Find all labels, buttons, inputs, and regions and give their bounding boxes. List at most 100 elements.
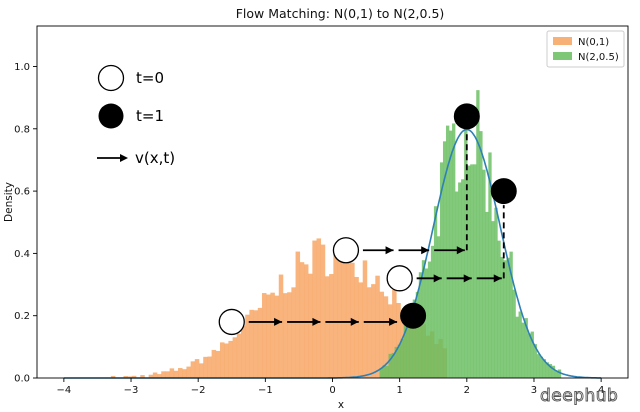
histogram-bar-source (199, 363, 204, 378)
histogram-bar-target (509, 251, 513, 378)
histogram-bar-source (270, 292, 275, 378)
histogram-bar-target (424, 268, 429, 378)
histogram-bars (110, 90, 562, 378)
annotation-key: t=0 t=1 v(x,t) (97, 64, 175, 167)
histogram-bar-source (287, 292, 292, 378)
histogram-bar-target (554, 371, 559, 378)
histogram-bar-target (491, 221, 495, 378)
histogram-bar-source (266, 294, 271, 378)
chart-title: Flow Matching: N(0,1) to N(2,0.5) (236, 6, 445, 21)
x-tick-label: 4 (598, 385, 604, 396)
watermark-text: deephub (540, 386, 618, 406)
histogram-bar-source (140, 375, 145, 378)
legend-label: N(0,1) (578, 37, 609, 48)
histogram-bar-source (366, 287, 372, 378)
histogram-bar-source (312, 240, 317, 378)
histogram-bar-source (249, 309, 254, 378)
histogram-bar-target (400, 338, 404, 378)
histogram-bar-source (161, 371, 166, 378)
y-axis-label: Density (3, 182, 15, 222)
histogram-bar-target (433, 206, 438, 378)
histogram-bar-source (316, 238, 322, 378)
histogram-bar-source (194, 359, 200, 378)
histogram-bar-source (392, 289, 397, 378)
x-tick-label: 3 (531, 385, 537, 396)
histogram-bar-target (415, 291, 420, 378)
arrow-head (493, 274, 502, 283)
histogram-bar-target (470, 164, 474, 378)
histogram-bar-target (473, 164, 477, 378)
histogram-bar-source (329, 274, 334, 378)
histogram-bar-target (521, 322, 525, 378)
histogram-bar-source (295, 251, 301, 378)
histogram-bar-target (379, 368, 383, 378)
histogram-bar-source (274, 295, 280, 378)
x-axis-label: x (338, 399, 344, 411)
histogram-bar-source (375, 275, 380, 378)
histogram-bar-target (482, 169, 486, 378)
histogram-bar-target (497, 240, 501, 378)
histogram-bar-target (436, 236, 441, 378)
histogram-bar-target (512, 289, 516, 378)
histogram-bar-source (211, 349, 217, 378)
histogram-bar-source (308, 273, 313, 378)
x-tick-label: −2 (191, 385, 206, 396)
histogram-bar-source (215, 350, 221, 378)
histogram-bar-source (173, 370, 179, 378)
histogram-bar-target (442, 141, 447, 378)
histogram-bar-target (506, 257, 510, 378)
histogram-bar-target (557, 369, 562, 378)
key-vector-label: v(x,t) (135, 149, 175, 167)
histogram-bar-source (324, 276, 330, 378)
histogram-bar-target (430, 245, 435, 378)
histogram-bar-target (458, 182, 462, 378)
histogram-bar-source (282, 293, 288, 378)
histogram-bar-target (397, 344, 401, 378)
histogram-bar-source (354, 276, 359, 378)
key-end-marker (98, 103, 124, 129)
histogram-bar-target (391, 352, 395, 378)
histogram-bar-source (278, 274, 284, 378)
histogram-bar-target (536, 354, 540, 378)
histogram-bar-source (257, 307, 263, 378)
histogram-bar-target (382, 365, 386, 378)
histogram-bar-target (464, 116, 468, 378)
x-tick-label: 0 (329, 385, 335, 396)
histogram-bar-source (157, 374, 162, 378)
arrow-head (456, 246, 465, 255)
histogram-bar-source (261, 293, 267, 378)
legend: N(0,1) N(2,0.5) (546, 30, 625, 68)
histogram-bar-source (186, 366, 191, 378)
histogram-bar-target (455, 191, 459, 378)
histogram-bar-source (131, 375, 137, 378)
histogram-bar-target (385, 365, 389, 378)
y-tick-label: 0.6 (14, 187, 30, 198)
x-tick-label: −4 (56, 385, 71, 396)
histogram-bar-target (503, 260, 507, 378)
histogram-bar-target (467, 165, 471, 378)
histogram-bar-source (253, 310, 259, 378)
histogram-bar-source (383, 296, 389, 378)
histogram-bar-target (494, 207, 498, 378)
histogram-bar-target (439, 162, 444, 378)
histogram-bar-target (515, 316, 519, 378)
histogram-bar-source (299, 262, 305, 378)
end-point-marker (453, 103, 480, 130)
histogram-bar-target (479, 131, 483, 378)
arrow-head (385, 246, 394, 255)
y-tick-label: 1.0 (14, 62, 30, 73)
histogram-bar-source (240, 325, 246, 378)
histogram-bar-target (403, 324, 408, 378)
histogram-bar-source (232, 337, 238, 378)
histogram-bar-target (551, 365, 556, 378)
histogram-bar-target (406, 325, 411, 378)
end-point-marker (400, 302, 427, 329)
histogram-bar-target (445, 125, 450, 378)
histogram-bar-source (341, 248, 347, 378)
histogram-bar-source (220, 342, 225, 378)
legend-swatch (553, 52, 572, 60)
histogram-bar-target (542, 359, 547, 378)
start-point-marker (218, 308, 245, 336)
histogram-bar-target (524, 318, 528, 378)
